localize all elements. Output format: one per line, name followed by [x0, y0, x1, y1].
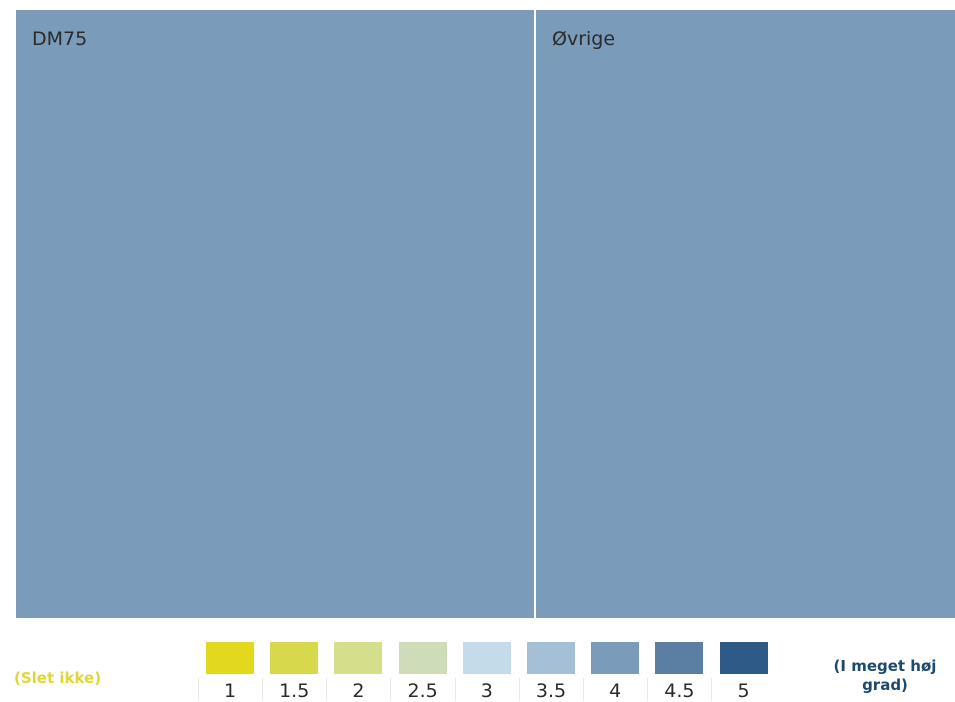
tile-dm75: DM75 [16, 10, 534, 618]
legend-swatch [206, 642, 254, 674]
legend-swatch [527, 642, 575, 674]
legend-tick-label: 3 [480, 680, 493, 702]
legend-separator [262, 678, 263, 701]
legend-swatch [462, 642, 511, 674]
legend-separator [454, 678, 456, 701]
legend-swatch [655, 642, 704, 674]
legend-tick-label: 4 [609, 680, 622, 702]
legend-tick-label: 5 [737, 680, 750, 702]
legend-high-label: (I meget høj grad) [833, 657, 937, 694]
legend-tick-label: 4.5 [664, 680, 695, 702]
legend-separator [198, 678, 199, 701]
legend-low-label: (Slet ikke) [14, 669, 102, 687]
legend-swatch [398, 642, 447, 674]
legend-swatch [270, 642, 319, 674]
tile-label-dm75: DM75 [32, 28, 88, 50]
legend-tick-label: 2 [352, 680, 365, 702]
legend-tick-label: 1.5 [279, 680, 310, 702]
legend-tick-label: 2.5 [407, 680, 438, 702]
legend-separator [583, 678, 584, 701]
legend-swatch [334, 642, 383, 674]
legend-separator [390, 678, 392, 701]
legend-swatch [591, 642, 640, 674]
legend-separator [326, 678, 328, 701]
legend-swatch [719, 642, 768, 674]
legend-separator [518, 678, 520, 701]
legend-separator [711, 678, 713, 701]
legend-tick-label: 1 [223, 680, 237, 702]
tile-label-ovrige: Øvrige [552, 28, 616, 50]
tile-ovrige: Øvrige [536, 10, 955, 618]
legend-tick-label: 3.5 [535, 680, 567, 702]
legend-separator [647, 678, 649, 701]
